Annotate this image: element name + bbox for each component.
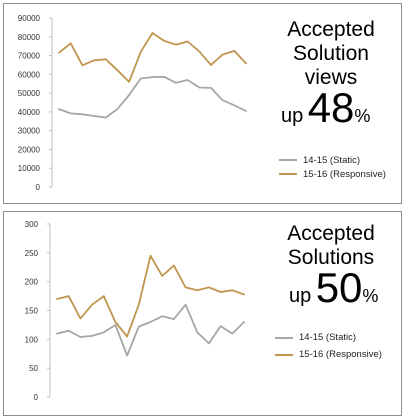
views-up-word: up xyxy=(281,105,304,127)
solutions-percent-sign: % xyxy=(362,286,379,306)
y-tick-label: 150 xyxy=(25,307,39,316)
y-tick-label: 100 xyxy=(25,335,39,344)
y-tick-label: 50000 xyxy=(18,89,41,98)
y-tick-label: 30000 xyxy=(18,127,41,136)
legend-item-responsive: 15-16 (Responsive) xyxy=(275,346,382,363)
y-tick-label: 250 xyxy=(25,249,39,258)
legend-label-responsive: 15-16 (Responsive) xyxy=(299,349,382,360)
legend-swatch-static xyxy=(275,336,293,339)
y-tick-label: 60000 xyxy=(18,70,41,79)
solutions-heading: Accepted Solutions xyxy=(266,222,396,270)
series-line-responsive xyxy=(56,254,245,338)
views-heading: Accepted Solution views xyxy=(266,18,396,90)
y-tick-label: 40000 xyxy=(18,108,41,117)
legend-label-responsive: 15-16 (Responsive) xyxy=(303,168,386,180)
y-tick-label: 70000 xyxy=(18,52,41,61)
y-tick-label: 90000 xyxy=(18,14,41,23)
series-line-static xyxy=(58,75,247,119)
legend-label-static: 14-15 (Static) xyxy=(303,154,361,166)
y-tick-label: 0 xyxy=(36,183,41,192)
legend-swatch-responsive xyxy=(275,353,293,356)
solutions-increase-number: 50 xyxy=(315,264,363,311)
views-increase-number: 48 xyxy=(307,84,355,131)
legend-swatch-static xyxy=(279,159,297,161)
views-percent-sign: % xyxy=(354,106,371,126)
legend-item-static: 14-15 (Static) xyxy=(279,153,386,167)
y-tick-label: 300 xyxy=(25,220,39,229)
y-tick-label: 0 xyxy=(34,393,39,402)
legend-item-static: 14-15 (Static) xyxy=(275,329,382,346)
y-tick-label: 200 xyxy=(25,278,39,287)
views-heading-line-1: Accepted xyxy=(287,18,375,41)
legend-label-static: 14-15 (Static) xyxy=(299,332,357,343)
views-legend: 14-15 (Static) 15-16 (Responsive) xyxy=(279,153,386,181)
legend-swatch-responsive xyxy=(279,173,297,175)
chart-panel-views: 0 10000 20000 30000 40000 50000 60000 70000 8000… xyxy=(3,3,402,204)
chart-panel-solutions: 0 50 100 150 200 250 300 Accepted Solutions up… xyxy=(3,211,402,416)
solutions-heading-line-2: Solutions xyxy=(287,246,375,269)
solutions-line-chart: 0 50 100 150 200 250 300 xyxy=(25,220,245,402)
views-line-chart: 0 10000 20000 30000 40000 50000 60000 70000 8000… xyxy=(18,14,247,192)
solutions-heading-line-1: Accepted xyxy=(287,222,375,245)
y-tick-label: 50 xyxy=(29,364,38,373)
y-tick-label: 80000 xyxy=(18,33,41,42)
solutions-legend: 14-15 (Static) 15-16 (Responsive) xyxy=(275,329,382,363)
legend-item-responsive: 15-16 (Responsive) xyxy=(279,167,386,181)
solutions-increase: up 50% xyxy=(289,264,378,312)
views-increase: up 48% xyxy=(281,84,370,132)
solutions-up-word: up xyxy=(289,285,312,307)
views-heading-line-2: Solution xyxy=(293,42,369,65)
y-tick-label: 10000 xyxy=(18,164,41,173)
series-line-responsive xyxy=(58,32,247,83)
views-heading-line-3: views xyxy=(304,66,358,89)
series-line-static xyxy=(56,303,245,357)
y-tick-label: 20000 xyxy=(18,145,41,154)
